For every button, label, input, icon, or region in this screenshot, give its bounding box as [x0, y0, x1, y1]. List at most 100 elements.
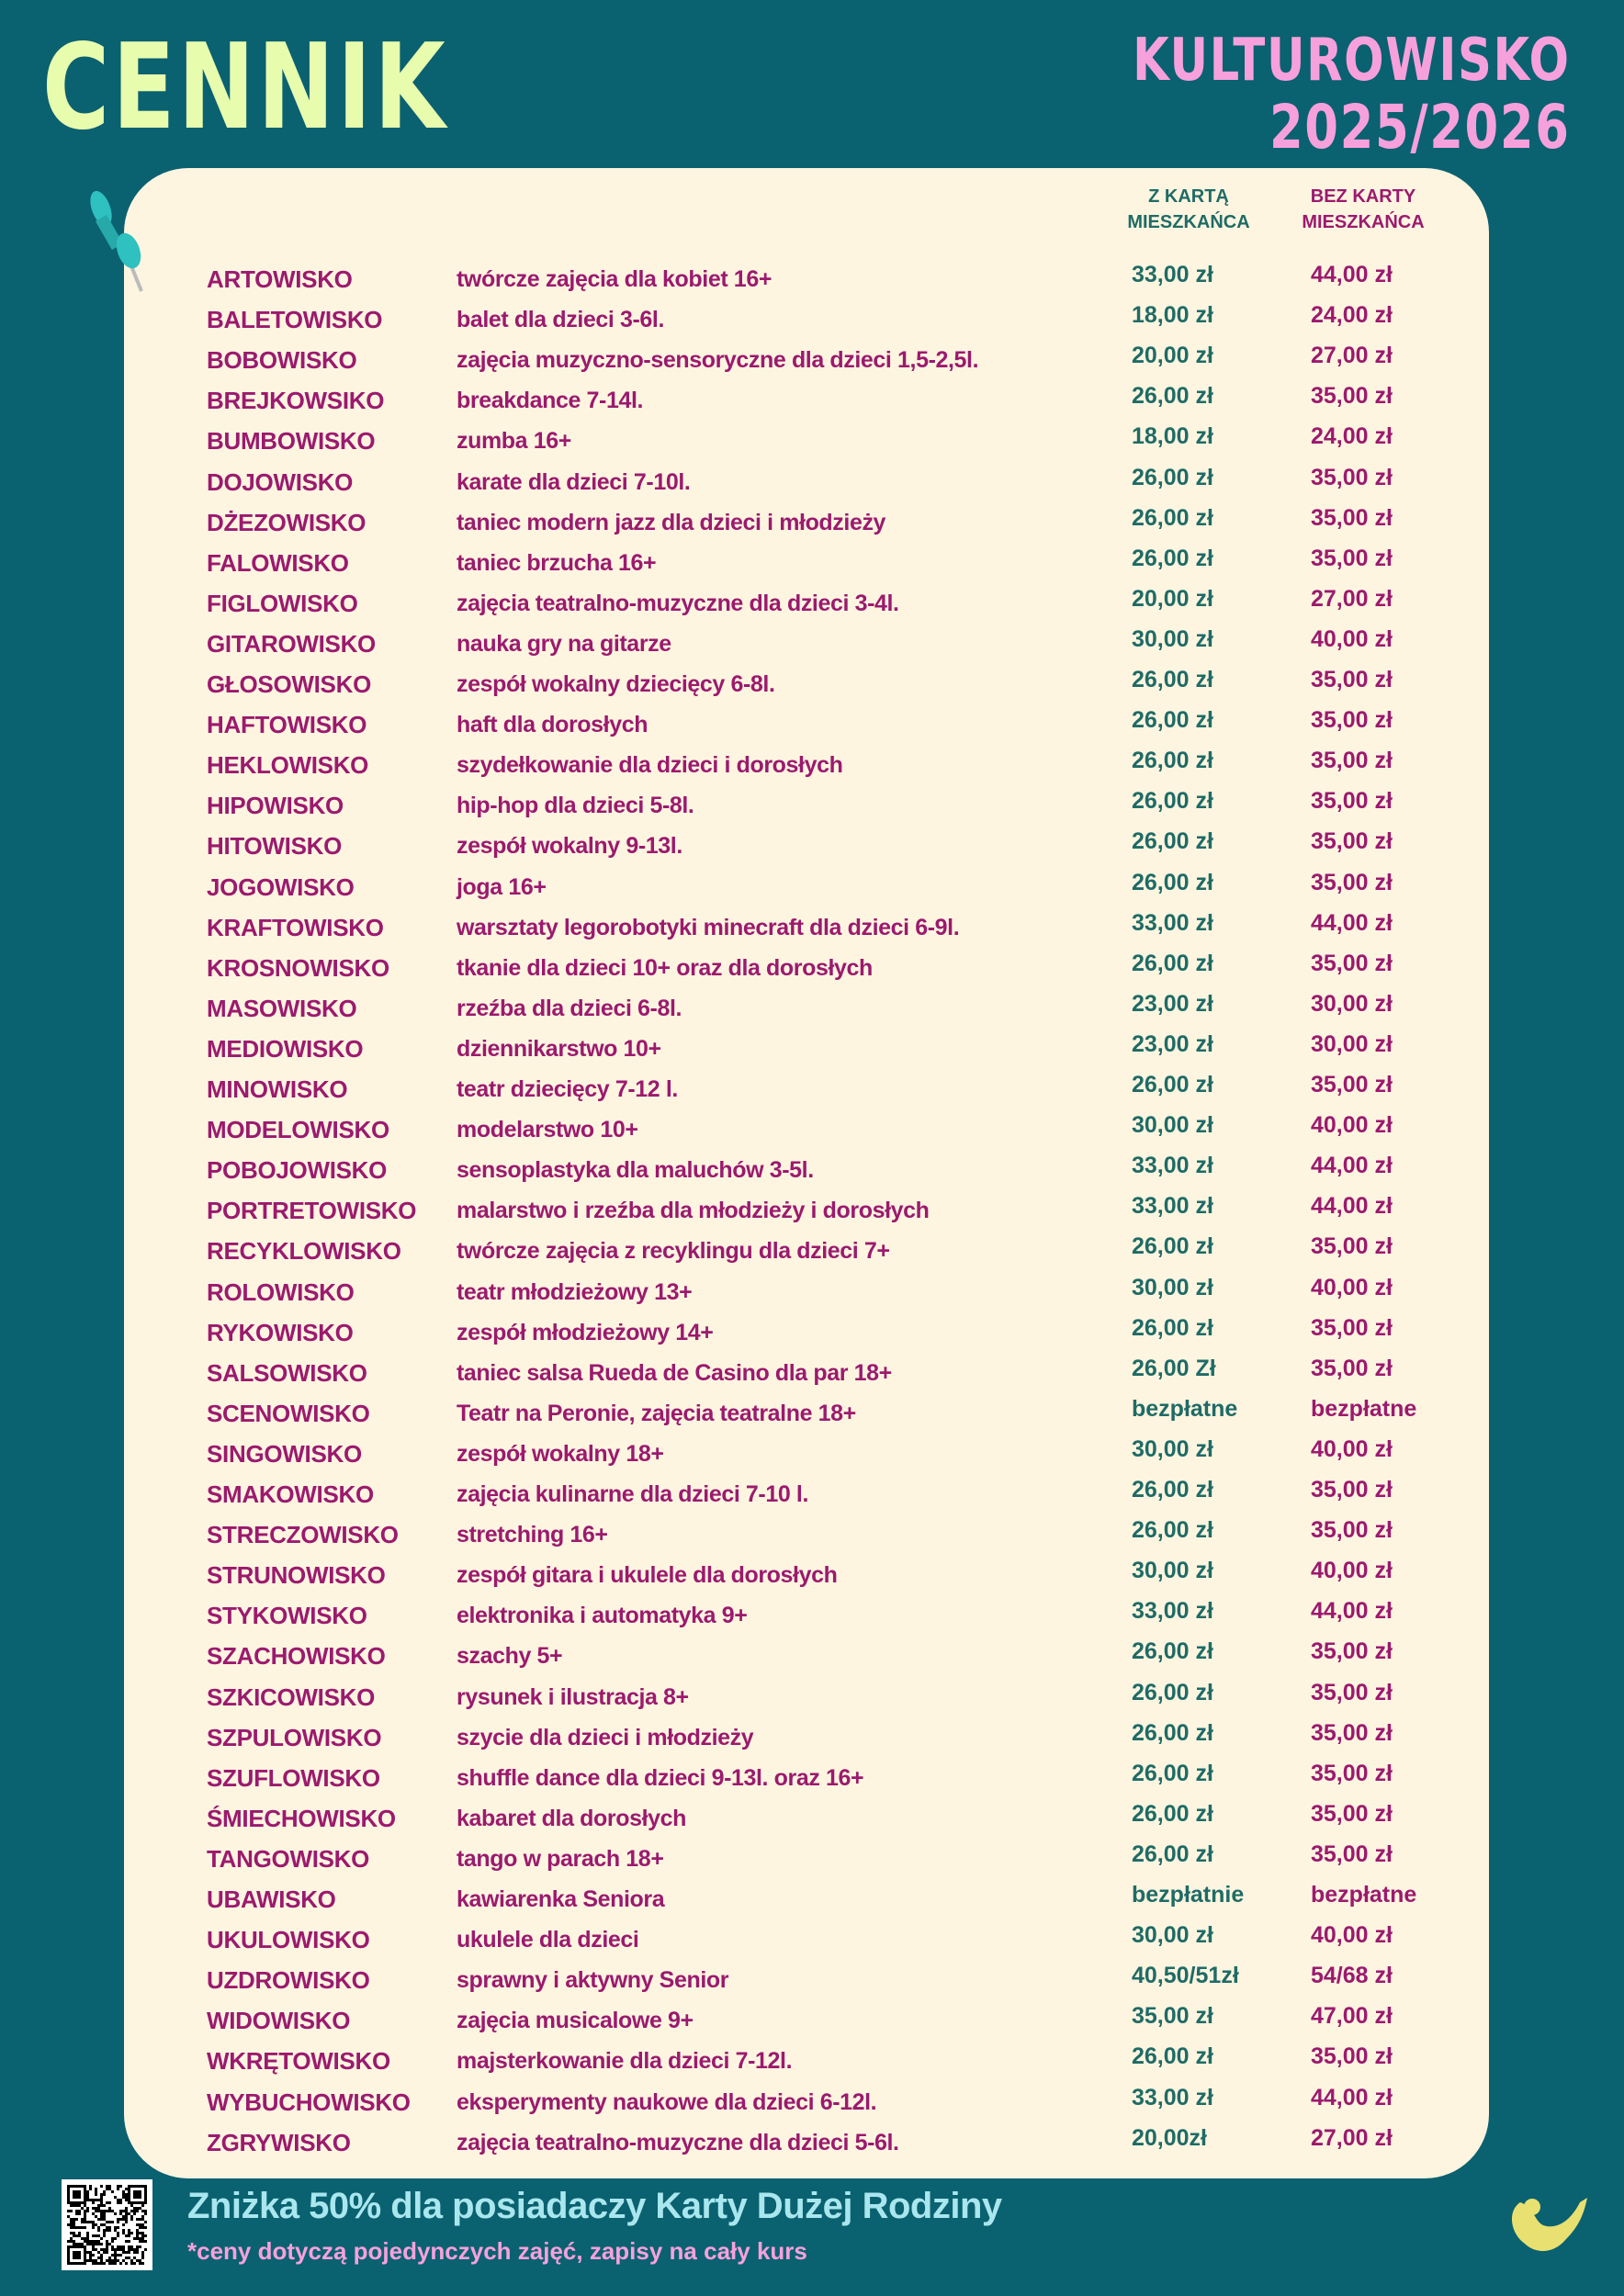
- table-row: POBOJOWISKO sensoplastyka dla maluchów 3-…: [0, 1150, 1624, 1190]
- activity-name: WIDOWISKO: [207, 2007, 351, 2035]
- activity-description: teatr młodzieżowy 13+: [457, 1278, 693, 1305]
- activity-description: zajęcia teatralno-muzyczne dla dzieci 3-…: [457, 590, 899, 616]
- table-row: STYKOWISKO elektronika i automatyka 9+ 33,…: [0, 1595, 1624, 1636]
- price-with-card: 20,00zł: [1132, 2124, 1208, 2151]
- table-row: SZACHOWISKO szachy 5+ 26,00 zł 35,00 zł: [0, 1636, 1624, 1676]
- price-without-card: bezpłatne: [1311, 1395, 1417, 1422]
- price-without-card: bezpłatne: [1311, 1882, 1417, 1908]
- activity-description: taniec brzucha 16+: [457, 549, 657, 576]
- table-row: GŁOSOWISKO zespół wokalny dziecięcy 6-8l.…: [0, 664, 1624, 704]
- price-without-card: 35,00 zł: [1311, 545, 1393, 571]
- activity-description: twórcze zajęcia dla kobiet 16+: [457, 266, 773, 292]
- footnote: *ceny dotyczą pojedynczych zajęć, zapisy…: [187, 2237, 807, 2265]
- activity-description: eksperymenty naukowe dla dzieci 6-12l.: [457, 2088, 877, 2115]
- price-without-card: 44,00 zł: [1311, 2084, 1393, 2110]
- price-without-card: 24,00 zł: [1311, 302, 1393, 329]
- activity-description: kawiarenka Seniora: [457, 1886, 665, 1912]
- table-row: ROLOWISKO teatr młodzieżowy 13+ 30,00 zł 40…: [0, 1272, 1624, 1312]
- column-header-with-card: Z KARTĄ MIESZKAŃCA: [1127, 186, 1250, 232]
- activity-name: RECYKLOWISKO: [207, 1237, 401, 1266]
- price-with-card: 33,00 zł: [1132, 1193, 1213, 1220]
- activity-name: POBOJOWISKO: [207, 1156, 388, 1185]
- price-with-card: 26,00 zł: [1132, 504, 1213, 531]
- activity-description: sensoplastyka dla maluchów 3-5l.: [457, 1157, 814, 1184]
- price-with-card: 26,00 Zł: [1132, 1355, 1216, 1381]
- activity-description: szydełkowanie dla dzieci i dorosłych: [457, 752, 843, 779]
- table-row: SINGOWISKO zespół wokalny 18+ 30,00 zł 40,0…: [0, 1434, 1624, 1474]
- activity-description: taniec salsa Rueda de Casino dla par 18+: [457, 1359, 892, 1386]
- activity-description: breakdance 7-14l.: [457, 388, 644, 414]
- price-without-card: 35,00 zł: [1311, 1355, 1393, 1381]
- table-row: STRUNOWISKO zespół gitara i ukulele dla d…: [0, 1555, 1624, 1595]
- activity-name: MEDIOWISKO: [207, 1034, 364, 1063]
- price-with-card: 23,00 zł: [1132, 990, 1213, 1017]
- price-without-card: 40,00 zł: [1311, 1435, 1393, 1462]
- table-row: MEDIOWISKO dziennikarstwo 10+ 23,00 zł 30,0…: [0, 1029, 1624, 1069]
- table-row: DŻEZOWISKO taniec modern jazz dla dzieci …: [0, 502, 1624, 543]
- activity-description: tango w parach 18+: [457, 1845, 664, 1872]
- activity-description: zespół gitara i ukulele dla dorosłych: [457, 1562, 838, 1589]
- price-with-card: 26,00 zł: [1132, 1517, 1213, 1544]
- price-with-card: 20,00 zł: [1132, 585, 1213, 612]
- table-row: FIGLOWISKO zajęcia teatralno-muzyczne dla…: [0, 583, 1624, 624]
- table-row: WIDOWISKO zajęcia musicalowe 9+ 35,00 zł 47…: [0, 2000, 1624, 2041]
- activity-description: taniec modern jazz dla dzieci i młodzież…: [457, 509, 886, 535]
- odjazd-logo: [1479, 2147, 1607, 2276]
- activity-description: ukulele dla dzieci: [457, 1927, 639, 1953]
- activity-description: rysunek i ilustracja 8+: [457, 1683, 689, 1710]
- activity-description: zumba 16+: [457, 428, 571, 455]
- activity-description: elektronika i automatyka 9+: [457, 1603, 748, 1629]
- brand-block: KULTUROWISKO 2025/2026: [1023, 31, 1571, 158]
- activity-description: balet dla dzieci 3-6l.: [457, 307, 665, 333]
- price-without-card: 44,00 zł: [1311, 1153, 1393, 1179]
- activity-name: BUMBOWISKO: [207, 427, 376, 456]
- price-with-card: 33,00 zł: [1132, 909, 1213, 936]
- activity-name: FALOWISKO: [207, 548, 349, 577]
- price-with-card: 26,00 zł: [1132, 1800, 1213, 1827]
- activity-name: GITAROWISKO: [207, 629, 376, 658]
- price-with-card: 18,00 zł: [1132, 423, 1213, 450]
- table-row: BREJKOWSIKO breakdance 7-14l. 26,00 zł 35,0…: [0, 380, 1624, 421]
- price-without-card: 54/68 zł: [1311, 1963, 1393, 1989]
- activity-description: modelarstwo 10+: [457, 1117, 638, 1143]
- price-with-card: 30,00 zł: [1132, 1112, 1213, 1139]
- price-with-card: 26,00 zł: [1132, 1477, 1213, 1503]
- activity-description: malarstwo i rzeźba dla młodzieży i doros…: [457, 1198, 930, 1224]
- price-with-card: 33,00 zł: [1132, 2084, 1213, 2110]
- table-row: BUMBOWISKO zumba 16+ 18,00 zł 24,00 zł: [0, 421, 1624, 461]
- price-without-card: 35,00 zł: [1311, 1233, 1393, 1260]
- season: 2025/2026: [1269, 92, 1571, 163]
- activity-name: MINOWISKO: [207, 1075, 348, 1103]
- activity-name: BALETOWISKO: [207, 306, 383, 334]
- activity-name: ARTOWISKO: [207, 265, 353, 293]
- activity-description: hip-hop dla dzieci 5-8l.: [457, 793, 694, 819]
- activity-description: zajęcia kulinarne dla dzieci 7-10 l.: [457, 1481, 809, 1507]
- activity-name: SALSOWISKO: [207, 1358, 367, 1387]
- activity-name: UBAWISKO: [207, 1885, 336, 1913]
- table-row: ŚMIECHOWISKO kabaret dla dorosłych 26,00 z…: [0, 1798, 1624, 1839]
- price-with-card: 30,00 zł: [1132, 1558, 1213, 1584]
- table-row: GITAROWISKO nauka gry na gitarze 30,00 zł 4…: [0, 624, 1624, 664]
- activity-description: stretching 16+: [457, 1522, 608, 1548]
- table-row: MODELOWISKO modelarstwo 10+ 30,00 zł 40,00 …: [0, 1109, 1624, 1150]
- price-without-card: 44,00 zł: [1311, 262, 1393, 287]
- price-with-card: 26,00 zł: [1132, 869, 1213, 895]
- activity-description: twórcze zajęcia z recyklingu dla dzieci …: [457, 1238, 890, 1265]
- table-row: SCENOWISKO Teatr na Peronie, zajęcia teat…: [0, 1393, 1624, 1434]
- activity-description: zespół wokalny dziecięcy 6-8l.: [457, 671, 775, 697]
- table-row: DOJOWISKO karate dla dzieci 7-10l. 26,00 z…: [0, 462, 1624, 502]
- qr-code-icon[interactable]: [62, 2179, 152, 2270]
- discount-text: Zniżka 50% dla posiadaczy Karty Dużej Ro…: [187, 2186, 1002, 2226]
- price-without-card: 35,00 zł: [1311, 1800, 1393, 1827]
- table-row: FALOWISKO taniec brzucha 16+ 26,00 zł 35,00…: [0, 543, 1624, 583]
- price-without-card: 40,00 zł: [1311, 625, 1393, 652]
- price-with-card: 26,00 zł: [1132, 383, 1213, 410]
- activity-name: STRECZOWISKO: [207, 1521, 399, 1549]
- activity-name: PORTRETOWISKO: [207, 1197, 417, 1225]
- price-without-card: 35,00 zł: [1311, 464, 1393, 490]
- table-row: WYBUCHOWISKO eksperymenty naukowe dla dzi…: [0, 2082, 1624, 2122]
- activity-description: zespół młodzieżowy 14+: [457, 1319, 714, 1345]
- price-with-card: bezpłatnie: [1132, 1882, 1245, 1908]
- table-row: RECYKLOWISKO twórcze zajęcia z recyklingu…: [0, 1231, 1624, 1271]
- price-without-card: 24,00 zł: [1311, 423, 1393, 450]
